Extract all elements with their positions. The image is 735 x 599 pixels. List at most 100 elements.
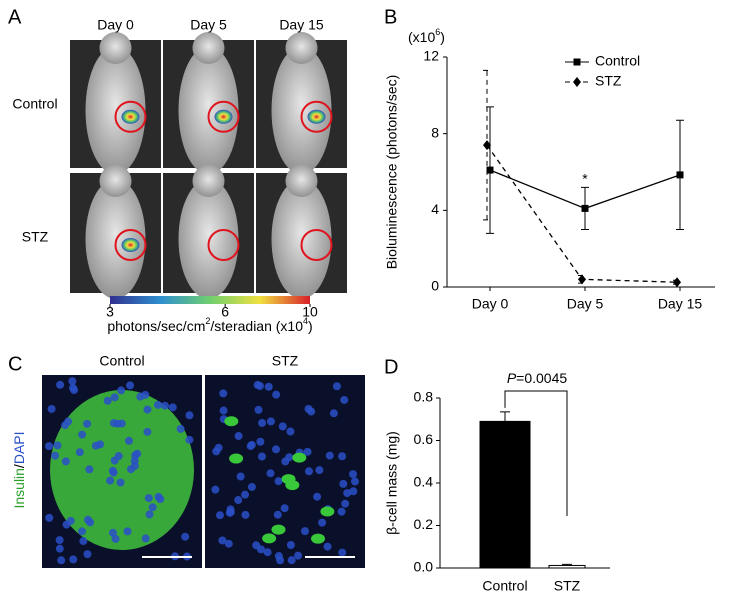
y-tick-label: 0.8 (414, 389, 434, 405)
x-tick-label: STZ (554, 578, 581, 594)
nucleus (143, 405, 152, 414)
marker (483, 140, 491, 151)
panel-label: D (384, 356, 398, 378)
mouse-body (85, 179, 146, 299)
signal (121, 109, 140, 124)
nucleus (343, 489, 352, 498)
y-tick-label: 0.6 (414, 431, 434, 447)
mouse-body (178, 46, 239, 175)
nucleus (234, 496, 243, 505)
nucleus (211, 485, 220, 494)
marker (676, 171, 684, 179)
nucleus (219, 406, 228, 415)
colorbar-tick-label: 10 (302, 304, 318, 320)
signal (307, 109, 326, 124)
nucleus (323, 542, 332, 551)
nucleus (111, 534, 120, 543)
text-part: /steradian (x10 (210, 318, 303, 334)
nucleus (281, 457, 290, 466)
nucleus (266, 417, 275, 426)
mouse-body (85, 46, 146, 175)
nucleus (113, 419, 122, 428)
nucleus (185, 435, 194, 444)
colorbar (110, 296, 310, 304)
text-part: 6 (435, 27, 440, 37)
legend-marker (573, 77, 581, 87)
nucleus (161, 401, 170, 410)
y-tick-label: 0 (431, 278, 439, 294)
nucleus (264, 382, 273, 391)
mouse-head (99, 32, 132, 64)
colorbar-tick-label: 3 (106, 304, 114, 320)
nucleus (75, 448, 84, 457)
error-bar (500, 411, 510, 422)
text-part: Insulin (11, 468, 27, 508)
y-axis-label: Bioluminescence (photons/sec) (384, 75, 400, 270)
nucleus (318, 518, 327, 527)
nucleus (338, 548, 347, 557)
panel-label: C (8, 353, 22, 375)
nucleus (148, 503, 157, 512)
axis-multiplier: (x106) (408, 27, 445, 44)
nucleus (176, 424, 185, 433)
text-part: photons/sec/cm (107, 318, 205, 334)
panel-label: A (8, 6, 22, 28)
nucleus (339, 479, 348, 488)
marker (486, 166, 494, 174)
colorbar-label: photons/sec/cm2/steradian (x104) (107, 316, 312, 333)
bar (548, 564, 586, 569)
roi-circle (114, 229, 147, 261)
nucleus (117, 386, 126, 395)
mouse-body (178, 179, 239, 299)
x-tick-label: Day 5 (567, 296, 604, 312)
nucleus (145, 510, 154, 519)
text-part: (x10 (408, 29, 435, 45)
text-part: 4 (303, 316, 308, 326)
insulin-stain (311, 533, 326, 544)
nucleus (114, 452, 123, 461)
nucleus (91, 441, 100, 450)
mouse-head (192, 165, 225, 197)
nucleus (79, 537, 88, 546)
roi-circle (114, 100, 147, 133)
nucleus (325, 451, 334, 460)
nucleus (108, 466, 117, 475)
nucleus (181, 532, 190, 541)
insulin-stain (50, 390, 194, 550)
nucleus (153, 400, 162, 409)
text-part: P (507, 370, 517, 386)
series-line (486, 144, 678, 283)
nucleus (313, 492, 322, 501)
signal (121, 238, 140, 252)
nucleus (226, 505, 235, 514)
y-tick-label: 0.2 (414, 516, 434, 532)
nucleus (106, 476, 115, 485)
nucleus (62, 520, 71, 529)
insulin-stain (271, 524, 286, 535)
nucleus (219, 389, 228, 398)
nucleus (45, 513, 54, 522)
nucleus (51, 451, 60, 460)
nucleus (103, 396, 112, 405)
insulin-stain (229, 453, 244, 464)
nucleus (280, 504, 289, 513)
nucleus (53, 441, 62, 450)
column-label: Day 0 (97, 17, 134, 33)
nucleus (69, 555, 78, 564)
y-tick-label: 8 (431, 124, 439, 140)
nucleus (294, 551, 303, 560)
nucleus (144, 494, 153, 503)
column-label: STZ (272, 353, 299, 369)
nucleus (154, 492, 163, 501)
nucleus (124, 436, 133, 445)
nucleus (116, 478, 125, 487)
nucleus (349, 487, 358, 496)
nucleus (185, 411, 194, 420)
nucleus (263, 548, 272, 557)
islet-image (205, 375, 365, 568)
column-label: Day 5 (190, 17, 227, 33)
legend-marker (573, 58, 581, 66)
text-part: 2 (205, 316, 210, 326)
colorbar-tick-label: 6 (221, 304, 229, 320)
